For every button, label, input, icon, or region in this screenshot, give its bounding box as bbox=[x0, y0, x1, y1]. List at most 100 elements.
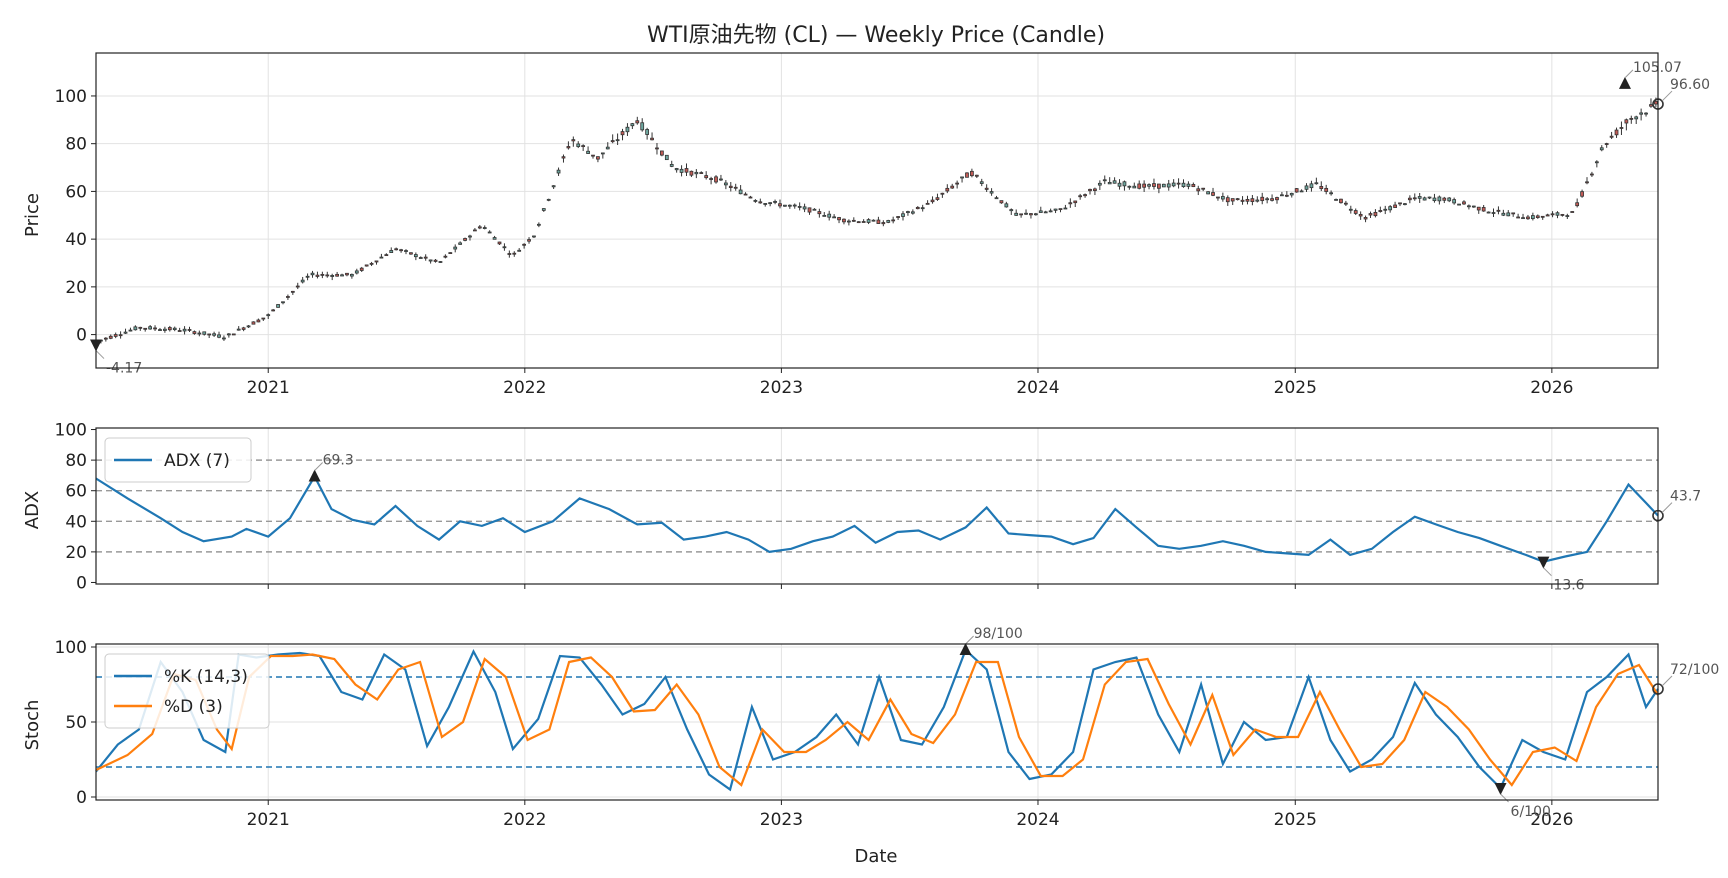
stoch-max-label: 98/100 bbox=[974, 626, 1023, 642]
candle-body bbox=[315, 274, 320, 277]
price-last-leader bbox=[1661, 90, 1673, 102]
candle-body bbox=[310, 272, 315, 276]
adx-y-axis-label: ADX bbox=[22, 491, 43, 530]
candle-body bbox=[1230, 198, 1235, 202]
candle-body bbox=[635, 120, 640, 124]
stoch-y-tick-label: 0 bbox=[76, 788, 87, 808]
candle-body bbox=[847, 220, 851, 223]
candle-body bbox=[522, 243, 526, 246]
candle-body bbox=[1107, 181, 1112, 185]
candle-body bbox=[153, 327, 157, 330]
candle-body bbox=[182, 328, 187, 332]
candle-body bbox=[330, 275, 335, 277]
adx-y-tick-label: 100 bbox=[55, 421, 87, 441]
candle-body bbox=[1083, 194, 1087, 197]
candle-body bbox=[281, 301, 285, 304]
candle-body bbox=[1004, 203, 1009, 208]
candle-body bbox=[1029, 213, 1033, 216]
candle-body bbox=[817, 211, 822, 215]
candle-body bbox=[1250, 198, 1255, 202]
adx-y-tick-label: 60 bbox=[65, 482, 87, 502]
candle-body bbox=[965, 172, 969, 178]
candle-body bbox=[541, 208, 546, 211]
candle-body bbox=[502, 246, 507, 249]
stoch-x-tick-label: 2026 bbox=[1530, 810, 1573, 830]
candle-body bbox=[915, 206, 920, 210]
stoch-x-tick-label: 2022 bbox=[503, 810, 546, 830]
candle-body bbox=[1457, 203, 1461, 206]
candle-body bbox=[1304, 185, 1309, 190]
candle-body bbox=[1378, 210, 1383, 212]
candle-body bbox=[1137, 183, 1142, 189]
candle-body bbox=[699, 172, 704, 174]
adx-max-leader bbox=[314, 462, 323, 471]
candle-body bbox=[1575, 202, 1580, 207]
candle-body bbox=[295, 285, 300, 288]
candle-body bbox=[1555, 212, 1560, 216]
candle-body bbox=[1383, 208, 1388, 211]
candle-body bbox=[566, 146, 571, 149]
candle-body bbox=[1186, 183, 1191, 187]
price-x-tick-label: 2022 bbox=[503, 378, 546, 398]
candle-body bbox=[1447, 197, 1452, 202]
price-last-label: 96.60 bbox=[1670, 77, 1710, 93]
candle-body bbox=[650, 137, 654, 141]
candle-body bbox=[394, 248, 399, 251]
candle-body bbox=[172, 327, 177, 331]
candle-body bbox=[1486, 211, 1491, 214]
candle-body bbox=[758, 201, 763, 204]
candle-body bbox=[458, 242, 463, 245]
candle-body bbox=[1196, 188, 1201, 192]
candle-body bbox=[596, 156, 600, 160]
candle-body bbox=[128, 329, 133, 332]
candle-body bbox=[1496, 209, 1501, 212]
candle-body bbox=[103, 337, 108, 340]
candle-body bbox=[556, 169, 561, 174]
candle-body bbox=[1516, 216, 1520, 219]
adx-min-label: 13.6 bbox=[1553, 578, 1584, 594]
candle-body bbox=[359, 267, 364, 271]
stoch-last-leader bbox=[1661, 675, 1673, 687]
candle-body bbox=[108, 335, 113, 339]
candle-body bbox=[773, 201, 777, 203]
candle-body bbox=[561, 156, 566, 159]
candle-body bbox=[1570, 211, 1575, 213]
candle-body bbox=[1471, 205, 1476, 208]
candle-body bbox=[1245, 199, 1250, 202]
price-max-leader bbox=[1624, 69, 1634, 79]
candle-body bbox=[1644, 112, 1648, 115]
candle-body bbox=[290, 290, 295, 293]
candle-body bbox=[1634, 116, 1639, 120]
candle-body bbox=[1088, 188, 1092, 192]
candle-body bbox=[1373, 211, 1378, 217]
candle-body bbox=[1068, 202, 1073, 205]
candle-body bbox=[709, 178, 713, 180]
candle-body bbox=[1353, 210, 1358, 214]
candle-body bbox=[960, 176, 964, 179]
candle-body bbox=[586, 150, 590, 154]
candle-body bbox=[1437, 196, 1442, 202]
candle-body bbox=[1284, 194, 1289, 197]
candle-body bbox=[197, 332, 202, 335]
candle-body bbox=[251, 321, 256, 325]
candle-body bbox=[1363, 217, 1368, 220]
candle-body bbox=[113, 334, 118, 337]
candle-body bbox=[231, 333, 236, 336]
adx-last-leader bbox=[1661, 502, 1673, 513]
candle-body bbox=[1201, 187, 1206, 190]
candle-body bbox=[1511, 212, 1516, 215]
candle-body bbox=[1329, 192, 1333, 195]
candle-body bbox=[1403, 203, 1407, 206]
candle-body bbox=[871, 219, 876, 222]
candle-body bbox=[1407, 197, 1412, 201]
candle-body bbox=[143, 327, 148, 330]
candle-body bbox=[605, 146, 610, 150]
candle-body bbox=[473, 229, 477, 232]
candle-body bbox=[901, 213, 905, 217]
candle-body bbox=[1142, 183, 1147, 188]
candle-body bbox=[669, 164, 674, 167]
candle-body bbox=[1427, 196, 1432, 199]
candle-body bbox=[660, 150, 664, 156]
candle-body bbox=[256, 319, 261, 323]
candle-body bbox=[1540, 215, 1545, 218]
